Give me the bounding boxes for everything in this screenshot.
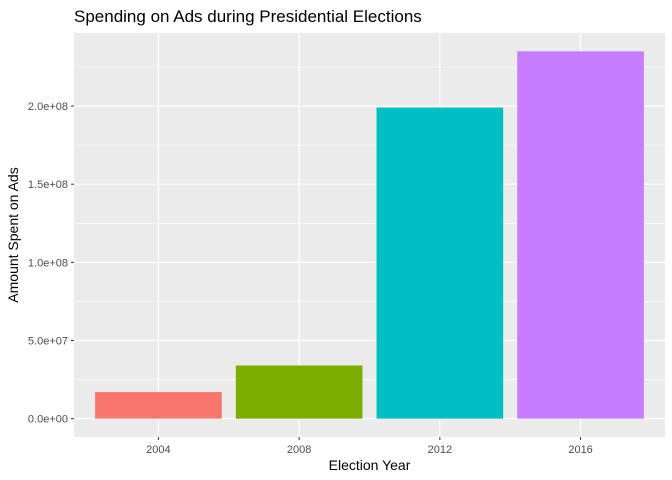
y-tick-label: 5.0e+07 <box>28 335 68 347</box>
x-axis-title: Election Year <box>329 457 411 473</box>
x-tick-label: 2012 <box>428 444 452 456</box>
bars <box>95 51 644 419</box>
bar-2012 <box>376 107 504 419</box>
bar-2016 <box>517 51 644 419</box>
bar-2008 <box>235 365 363 419</box>
y-axis-title: Amount Spent on Ads <box>5 167 21 302</box>
x-tick-label: 2016 <box>568 444 592 456</box>
bar-2004 <box>95 392 222 419</box>
y-tick-label: 2.0e+08 <box>28 101 68 113</box>
x-tick-label: 2004 <box>146 444 170 456</box>
chart-title: Spending on Ads during Presidential Elec… <box>74 7 422 26</box>
y-tick-label: 0.0e+00 <box>28 414 68 426</box>
y-axis-ticks: 0.0e+00 5.0e+07 1.0e+08 1.5e+08 2.0e+08 <box>28 101 74 426</box>
x-tick-label: 2008 <box>287 444 311 456</box>
y-tick-label: 1.0e+08 <box>28 257 68 269</box>
y-tick-label: 1.5e+08 <box>28 179 68 191</box>
x-axis-ticks: 2004 2008 2012 2016 <box>146 437 593 456</box>
